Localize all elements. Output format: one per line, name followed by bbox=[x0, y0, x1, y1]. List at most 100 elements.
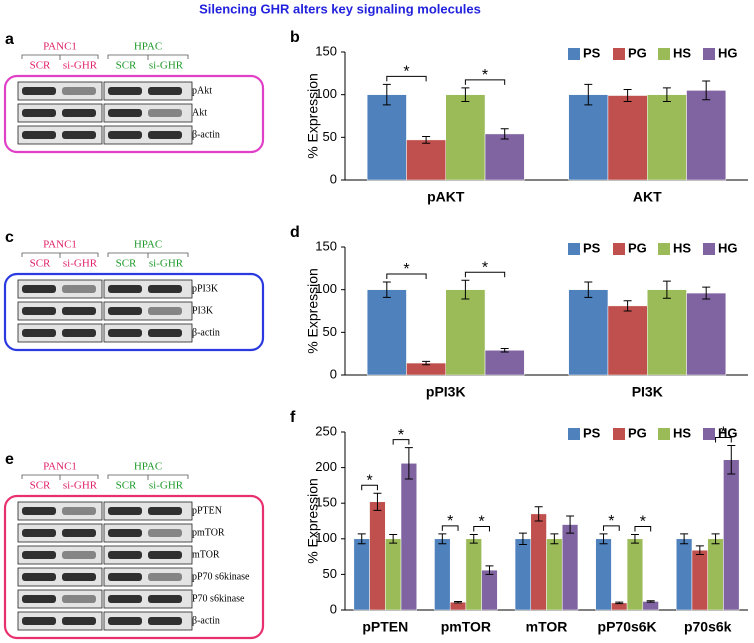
error-bar bbox=[518, 532, 527, 545]
bar bbox=[546, 538, 563, 611]
legend-swatch bbox=[703, 48, 715, 60]
blot-strip bbox=[103, 523, 193, 543]
error-bar bbox=[469, 534, 478, 544]
blot-strip bbox=[17, 323, 103, 343]
significance-label: * bbox=[482, 67, 488, 84]
bar bbox=[607, 305, 648, 376]
blot-band bbox=[22, 617, 56, 625]
error-bar bbox=[500, 128, 509, 140]
group-label: PANC1 bbox=[43, 41, 77, 53]
blot-band bbox=[108, 551, 142, 559]
bar bbox=[647, 94, 687, 181]
row-label: PI3K bbox=[192, 305, 214, 316]
blot-band bbox=[22, 595, 56, 603]
y-tick-label: 50 bbox=[323, 129, 337, 144]
blot-band bbox=[22, 551, 56, 559]
legend-swatch bbox=[613, 48, 625, 60]
blot-band bbox=[62, 573, 96, 581]
bar bbox=[595, 538, 612, 611]
bar bbox=[647, 289, 687, 376]
bar bbox=[607, 95, 648, 181]
group-bracket bbox=[21, 54, 99, 60]
y-axis-title: % Expression bbox=[305, 73, 321, 159]
bar bbox=[434, 538, 451, 611]
error-bar bbox=[695, 545, 704, 555]
legend-label: PG bbox=[628, 45, 647, 60]
bar bbox=[484, 350, 525, 376]
bar bbox=[561, 524, 579, 611]
blot-band bbox=[148, 109, 182, 117]
error-bar bbox=[662, 87, 671, 102]
blot-band bbox=[22, 329, 56, 337]
blot-strip bbox=[17, 103, 103, 123]
error-bar bbox=[389, 534, 398, 544]
bar bbox=[369, 501, 386, 611]
significance-bracket bbox=[603, 525, 620, 531]
blot-band bbox=[62, 109, 96, 117]
blot-band bbox=[62, 285, 96, 293]
y-tick-label: 100 bbox=[315, 86, 337, 101]
blot-band bbox=[148, 617, 182, 625]
lane-label: si-GHR bbox=[63, 480, 98, 492]
blot-strip bbox=[103, 103, 193, 123]
error-bar bbox=[485, 565, 494, 575]
blot-band bbox=[108, 307, 142, 315]
bar bbox=[366, 94, 407, 181]
significance-label: * bbox=[478, 514, 484, 531]
blot-band bbox=[148, 595, 182, 603]
legend-label: PG bbox=[628, 240, 647, 255]
blot-strip bbox=[17, 589, 103, 609]
lane-label: SCR bbox=[116, 258, 137, 270]
significance-label: * bbox=[720, 425, 726, 442]
legend-swatch bbox=[613, 243, 625, 255]
error-bar bbox=[566, 515, 575, 534]
row-label: pP70 s6kinase bbox=[192, 571, 250, 582]
error-bar bbox=[662, 280, 671, 299]
y-tick-label: 0 bbox=[330, 366, 337, 381]
significance-label: * bbox=[640, 514, 646, 531]
blot-band bbox=[108, 595, 142, 603]
blot-strip bbox=[17, 125, 103, 145]
legend-swatch bbox=[568, 48, 580, 60]
y-tick-label: 0 bbox=[330, 171, 337, 186]
legend-swatch bbox=[658, 48, 670, 60]
blot-strip bbox=[103, 567, 193, 587]
error-bar bbox=[422, 135, 431, 144]
legend-label: PG bbox=[628, 425, 647, 440]
y-tick-label: 100 bbox=[315, 530, 337, 545]
legend-swatch bbox=[703, 243, 715, 255]
blot-band bbox=[22, 109, 56, 117]
significance-bracket bbox=[473, 526, 490, 532]
group-label: HPAC bbox=[134, 239, 162, 251]
blot-band bbox=[62, 307, 96, 315]
bar bbox=[481, 569, 498, 611]
significance-label: * bbox=[403, 64, 409, 81]
blot-frame bbox=[3, 272, 265, 352]
blot-band bbox=[22, 131, 56, 139]
significance-bracket bbox=[392, 439, 410, 445]
x-tick-label: AKT bbox=[633, 189, 662, 205]
lane-label: si-GHR bbox=[149, 258, 184, 270]
blot-strip bbox=[17, 545, 103, 565]
legend-label: HG bbox=[718, 45, 738, 60]
bar bbox=[642, 601, 659, 611]
error-bar bbox=[500, 348, 509, 353]
x-tick-label: pAKT bbox=[427, 189, 465, 205]
group-bracket bbox=[107, 252, 189, 258]
group-label: HPAC bbox=[134, 41, 162, 53]
group-label: PANC1 bbox=[43, 461, 77, 473]
blot-strip bbox=[17, 301, 103, 321]
significance-bracket bbox=[361, 484, 378, 491]
blot-strip bbox=[17, 567, 103, 587]
lane-label: SCR bbox=[30, 258, 51, 270]
legend-swatch bbox=[568, 243, 580, 255]
blot-band bbox=[148, 285, 182, 293]
blot-frame bbox=[3, 74, 265, 154]
y-tick-label: 250 bbox=[315, 423, 337, 438]
blot-frame bbox=[3, 494, 265, 640]
error-bar bbox=[357, 533, 366, 545]
y-axis-title: % Expression bbox=[305, 268, 321, 354]
blot-band bbox=[62, 595, 96, 603]
bar bbox=[686, 90, 727, 181]
